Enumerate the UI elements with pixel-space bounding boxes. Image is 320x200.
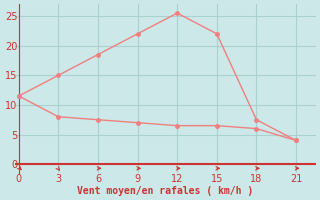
X-axis label: Vent moyen/en rafales ( km/h ): Vent moyen/en rafales ( km/h ): [77, 186, 253, 196]
